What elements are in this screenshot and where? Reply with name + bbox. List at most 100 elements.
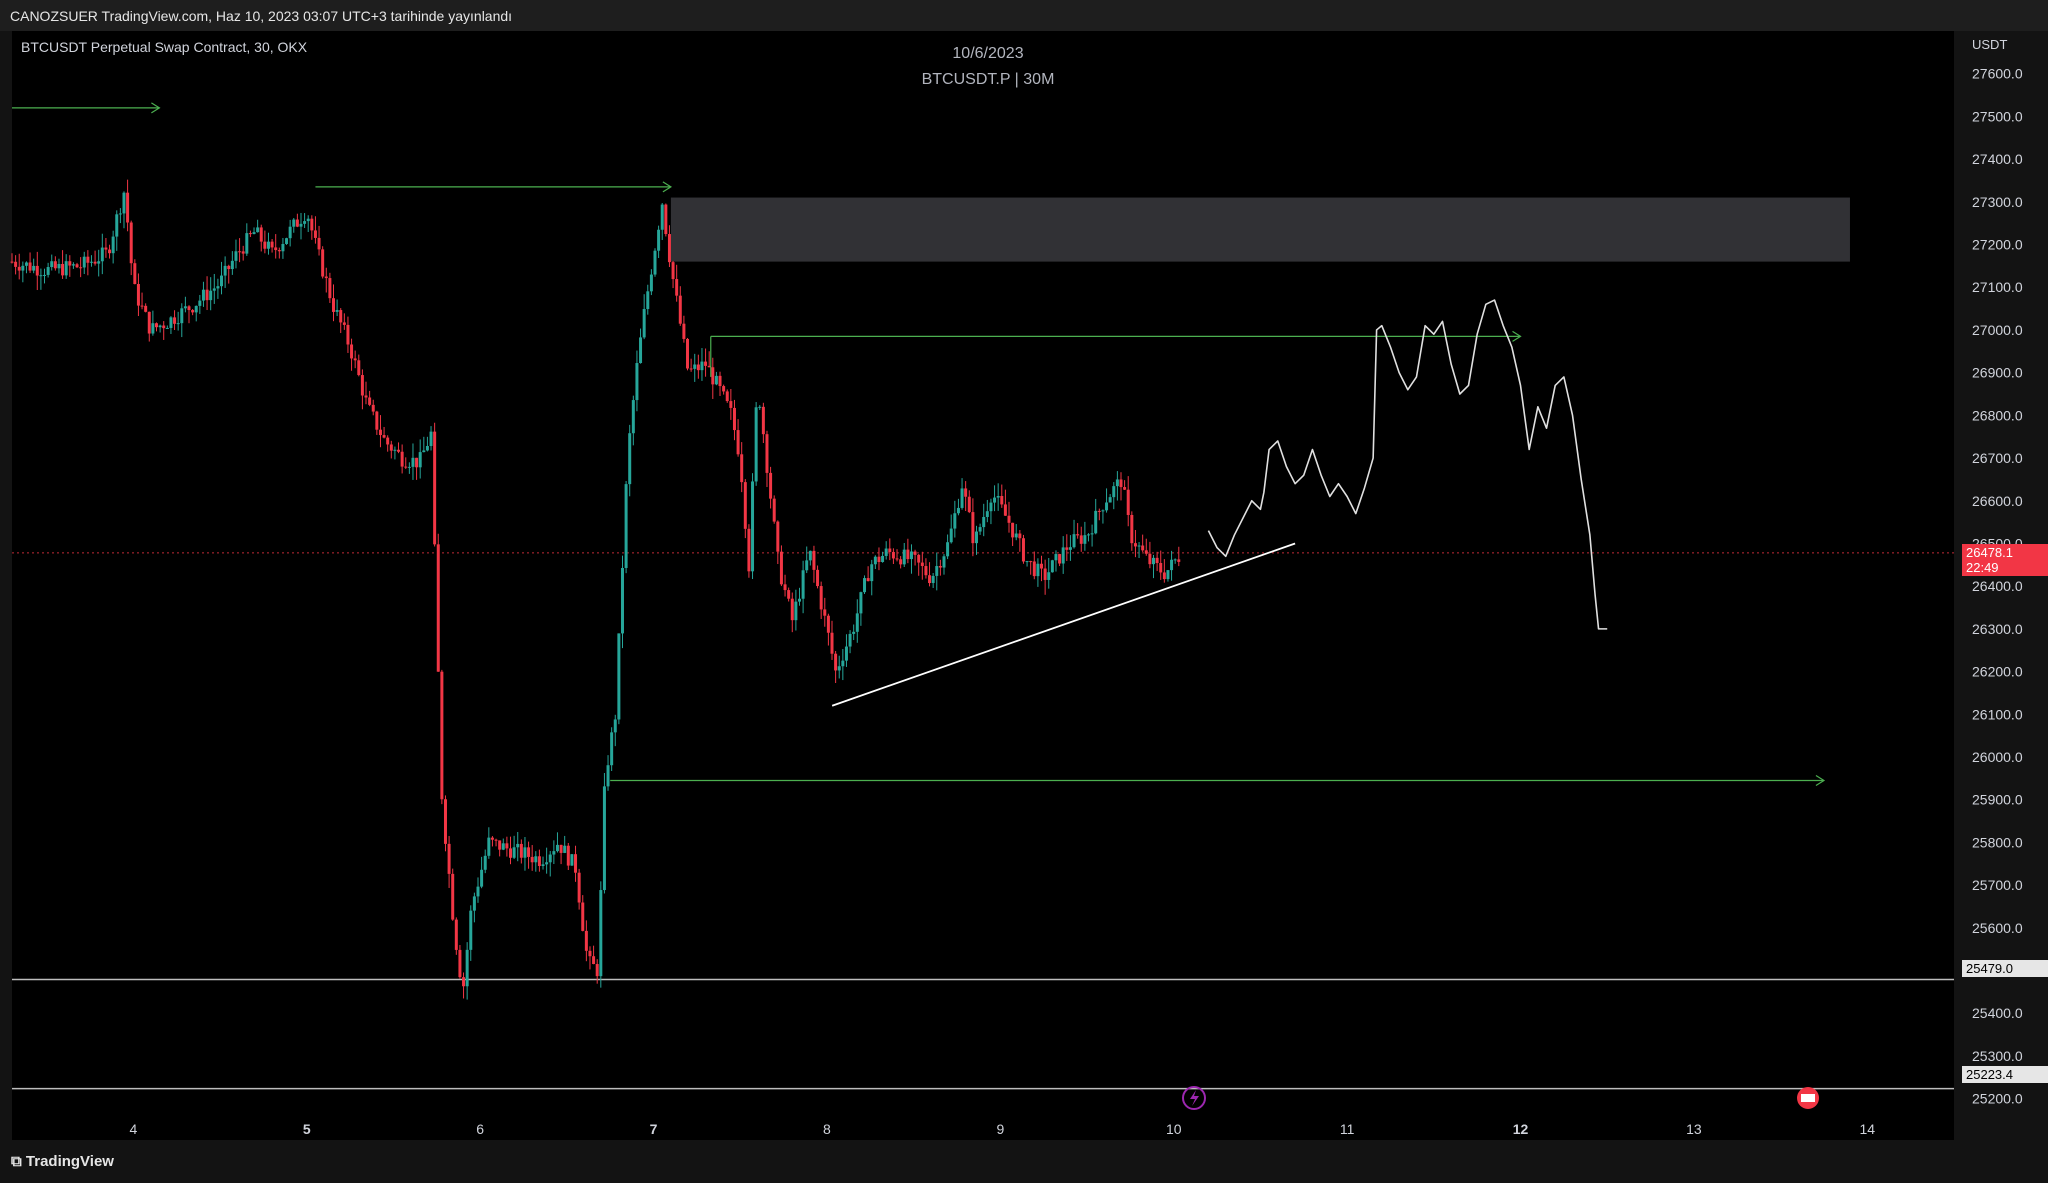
symbol-title[interactable]: BTCUSDT Perpetual Swap Contract, 30, OKX [21, 39, 308, 55]
candle-body [133, 263, 137, 285]
tv-logo-text: TradingView [25, 1153, 114, 1170]
y-tick-label: 26600.0 [1972, 493, 2023, 509]
candle-body [639, 337, 643, 364]
candle-body [1018, 533, 1022, 539]
x-tick-label: 9 [996, 1121, 1004, 1137]
y-tick-label: 26200.0 [1972, 664, 2023, 680]
candle-body [1050, 560, 1054, 573]
candle-body [10, 261, 14, 263]
candle-body [346, 324, 350, 345]
candle-body [1054, 554, 1058, 561]
candle-body [28, 262, 32, 271]
candle-body [324, 276, 328, 279]
candle-body [216, 286, 220, 289]
candle-body [93, 261, 97, 264]
candle-body [548, 854, 552, 863]
candle-body [888, 548, 892, 552]
candle-body [740, 454, 744, 483]
candle-body [465, 949, 469, 987]
candle-body [913, 551, 917, 555]
candle-body [783, 584, 787, 591]
candle-body [884, 548, 888, 556]
candle-body [967, 496, 971, 513]
candle-body [866, 578, 870, 582]
candle-body [151, 323, 155, 334]
y-tick-label: 27500.0 [1972, 108, 2023, 124]
candle-body [53, 261, 57, 269]
candle-body [411, 457, 415, 467]
candle-body [1065, 547, 1069, 550]
candle-body [86, 256, 90, 263]
candle-body [989, 502, 993, 512]
candle-body [1170, 559, 1174, 571]
candle-body [1115, 479, 1119, 487]
candle-body [613, 719, 617, 733]
candle-body [559, 844, 563, 853]
candle-body [494, 839, 498, 841]
support-2-badge: 25223.4 [1962, 1066, 2048, 1083]
candle-body [841, 660, 845, 667]
candle-body [277, 250, 281, 252]
candle-body [209, 290, 213, 301]
bar-countdown: 22:49 [1966, 560, 1999, 575]
publish-bar: CANOZSUER TradingView.com, Haz 10, 2023 … [0, 0, 2048, 31]
candle-body [46, 267, 50, 275]
candle-body [732, 407, 736, 431]
candle-body [602, 786, 606, 891]
publish-text: CANOZSUER TradingView.com, Haz 10, 2023 … [10, 8, 513, 24]
y-tick-label: 27000.0 [1972, 322, 2023, 338]
candle-body [537, 856, 541, 866]
candle-body [118, 213, 122, 215]
candle-body [371, 404, 375, 412]
candle-body [104, 247, 108, 250]
candle-body [480, 869, 484, 887]
candle-body [17, 266, 21, 271]
candle-body [873, 556, 877, 565]
candle-body [89, 261, 93, 263]
y-tick-label: 27400.0 [1972, 151, 2023, 167]
candle-body [555, 844, 559, 852]
candle-body [938, 566, 942, 568]
candle-body [433, 431, 437, 545]
candle-body [1152, 557, 1156, 565]
candle-body [295, 219, 299, 227]
candle-body [545, 862, 549, 865]
candle-body [1040, 563, 1044, 569]
support-1-badge: 25479.0 [1962, 960, 2048, 977]
candle-body [270, 241, 274, 248]
candle-body [801, 570, 805, 599]
candle-body [592, 956, 596, 965]
candle-body [931, 575, 935, 584]
candle-body [498, 840, 502, 850]
candle-body [790, 598, 794, 621]
candle-body [472, 896, 476, 911]
candle-body [816, 569, 820, 587]
candle-body [1097, 510, 1101, 512]
candle-body [162, 325, 166, 329]
us-flag-stripes-icon [1801, 1094, 1815, 1102]
candle-body [595, 964, 599, 977]
candle-body [407, 466, 411, 468]
tradingview-logo[interactable]: ⧉ TradingView [11, 1153, 114, 1170]
tv-logo-icon: ⧉ [11, 1153, 22, 1170]
y-tick-label: 25300.0 [1972, 1048, 2023, 1064]
candle-body [776, 521, 780, 552]
candle-body [509, 848, 513, 858]
candle-body [1011, 522, 1015, 538]
candle-body [1119, 479, 1123, 488]
y-tick-label: 26700.0 [1972, 450, 2023, 466]
candle-body [1162, 572, 1166, 580]
candle-body [400, 451, 404, 467]
candle-body [909, 551, 913, 560]
candle-body [97, 261, 101, 264]
y-tick-label: 25600.0 [1972, 920, 2023, 936]
candle-body [570, 854, 574, 866]
y-tick-label: 25400.0 [1972, 1005, 2023, 1021]
candle-body [238, 251, 242, 253]
candle-body [248, 233, 252, 235]
candle-body [964, 488, 968, 497]
candle-body [617, 633, 621, 720]
currency-label: USDT [1972, 37, 2008, 52]
candle-body [1090, 533, 1094, 535]
